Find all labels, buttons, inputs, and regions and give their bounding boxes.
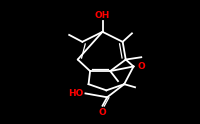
Text: OH: OH xyxy=(95,11,110,20)
Text: O: O xyxy=(99,108,106,117)
Text: HO: HO xyxy=(68,89,83,98)
Text: O: O xyxy=(137,62,145,71)
